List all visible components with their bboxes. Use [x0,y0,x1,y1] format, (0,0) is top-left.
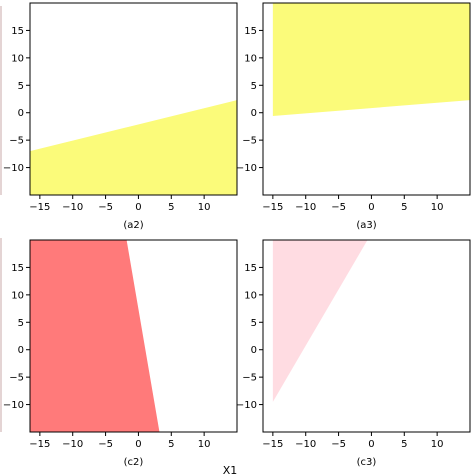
panel-c2-ytick-label: −10 [3,400,24,411]
panel-c3-ytick-label: 15 [244,263,257,274]
panel-c3-axes-frame [262,239,471,433]
panel-c3-ytick-label: −5 [242,373,257,384]
panel-c2-axes-frame [29,239,238,433]
panel-a2-xtick-label: −15 [29,202,50,213]
panel-a3-xtick-label: 0 [368,202,374,213]
panel-a2-xtick-label: 5 [168,202,174,213]
panel-a3-ytick-label: 15 [244,26,257,37]
panel-c3-xtick-label: −10 [295,439,316,450]
panel-c3-xtick-label: 10 [431,439,444,450]
panel-c3-ytick-label: 10 [244,290,257,301]
panel-a2-ytick-label: 15 [11,26,24,37]
panel-a3: −15 −10 −5 0 5 10 −10 −5 0 5 10 15 (a3) [236,2,471,231]
panel-c2-xtick-label: 10 [198,439,211,450]
panel-c2-ytick-label: 10 [11,290,24,301]
panel-a3-xtick-label: −15 [262,202,283,213]
panel-a3-ytick-label: −5 [242,136,257,147]
panel-a3-label: (a3) [356,220,376,231]
panel-c2-ytick-label: 5 [18,318,24,329]
panel-c2-shaded-region [30,240,160,432]
panel-c3-xtick-label: −5 [331,439,346,450]
panel-c3-ytick-label: −10 [236,400,257,411]
panel-c3-shaded-region [272,240,368,402]
panel-a3-xtick-label: −10 [295,202,316,213]
panel-a2-axes-frame [29,2,238,196]
panel-c3-ytick-label: 5 [251,318,257,329]
panel-a3-xtick-label: −5 [331,202,346,213]
panel-c2-xtick-label: −5 [98,439,113,450]
panel-a2-ytick-label: −10 [3,163,24,174]
panel-a3-xtick-label: 10 [431,202,444,213]
panel-c2-xtick-label: 0 [135,439,141,450]
panel-a3-shaded-region [272,3,470,117]
panel-a3-ytick-label: 0 [251,108,257,119]
panel-c2-ytick-label: 0 [18,345,24,356]
panel-a2-ytick-label: 10 [11,53,24,64]
figure-xlabel: X1 [223,464,238,474]
panel-a3-ytick-label: 10 [244,53,257,64]
panel-c3-xtick-label: 5 [401,439,407,450]
panel-a2-ytick-label: 0 [18,108,24,119]
panel-a2-label: (a2) [123,220,143,231]
panel-a2-xtick-label: −5 [98,202,113,213]
panel-a2-xtick-label: 10 [198,202,211,213]
panel-c2-ytick-label: −5 [9,373,24,384]
panel-c2-ytick-label: 15 [11,263,24,274]
panel-a2: −15 −10 −5 0 5 10 −10 −5 0 5 10 15 (a2) [3,2,238,231]
panel-c3-label: (c3) [357,457,377,468]
panel-c3: −15 −10 −5 0 5 10 −10 −5 0 5 10 15 (c3) [236,239,471,468]
panel-c3-xtick-label: −15 [262,439,283,450]
panel-a2-xtick-label: 0 [135,202,141,213]
panel-a2-ytick-label: −5 [9,136,24,147]
panel-c2-xtick-label: −10 [62,439,83,450]
panel-a2-ytick-label: 5 [18,81,24,92]
panel-c3-xtick-label: 0 [368,439,374,450]
panel-c2-xtick-label: 5 [168,439,174,450]
panel-a2-xtick-label: −10 [62,202,83,213]
panel-c3-ytick-label: 0 [251,345,257,356]
panel-c2-xtick-label: −15 [29,439,50,450]
panel-a2-shaded-region [30,100,237,195]
panel-a3-xtick-label: 5 [401,202,407,213]
panel-a3-ytick-label: 5 [251,81,257,92]
panel-a3-ytick-label: −10 [236,163,257,174]
panel-c2: −15 −10 −5 0 5 10 −10 −5 0 5 10 15 (c2) [3,239,238,468]
panel-c2-label: (c2) [124,457,144,468]
panel-a3-axes-frame [262,2,471,196]
